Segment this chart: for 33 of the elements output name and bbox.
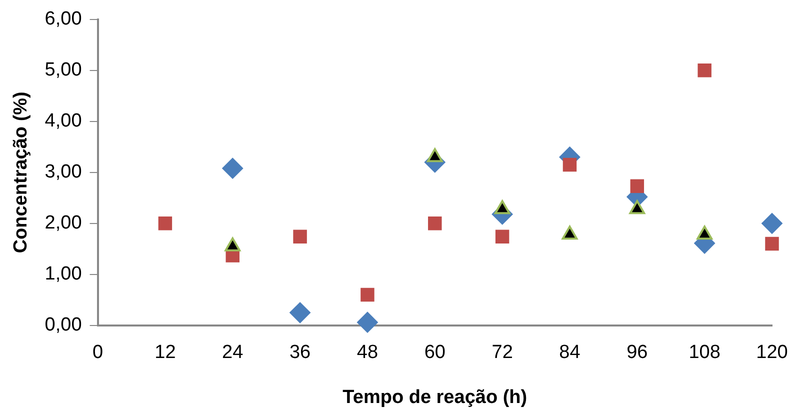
y-tick-label: 4,00	[44, 110, 82, 132]
x-tick-label: 48	[356, 342, 378, 364]
point	[698, 64, 712, 78]
point	[762, 212, 782, 234]
x-tick-label: 0	[92, 342, 104, 364]
x-tick-label: 12	[154, 342, 176, 364]
x-tick-label: 60	[424, 342, 446, 364]
x-tick-label: 36	[289, 342, 311, 364]
point	[356, 312, 378, 333]
y-tick-label: 5,00	[44, 60, 82, 81]
point	[428, 216, 442, 230]
y-tick-label: 0,00	[44, 314, 82, 336]
point	[158, 216, 172, 230]
point	[290, 302, 311, 324]
point	[293, 230, 307, 244]
point	[562, 158, 577, 172]
x-axis-title: Tempo de reação (h)	[342, 386, 528, 408]
y-tick-label: 1,00	[44, 264, 82, 285]
x-tick-label: 108	[688, 342, 720, 364]
point	[765, 236, 779, 251]
x-tick-label: 72	[492, 342, 513, 364]
x-tick-label: 24	[222, 342, 244, 364]
point	[495, 230, 510, 244]
y-axis-title: Concentração (%)	[10, 92, 32, 254]
point	[630, 179, 644, 194]
y-tick-label: 6,00	[44, 8, 82, 30]
y-tick-label: 3,00	[44, 162, 82, 183]
x-tick-label: 84	[559, 342, 581, 364]
point	[222, 158, 244, 179]
y-tick-label: 2,00	[44, 212, 82, 234]
x-tick-label: 96	[626, 342, 648, 364]
point	[360, 288, 374, 302]
x-tick-label: 120	[756, 342, 788, 364]
